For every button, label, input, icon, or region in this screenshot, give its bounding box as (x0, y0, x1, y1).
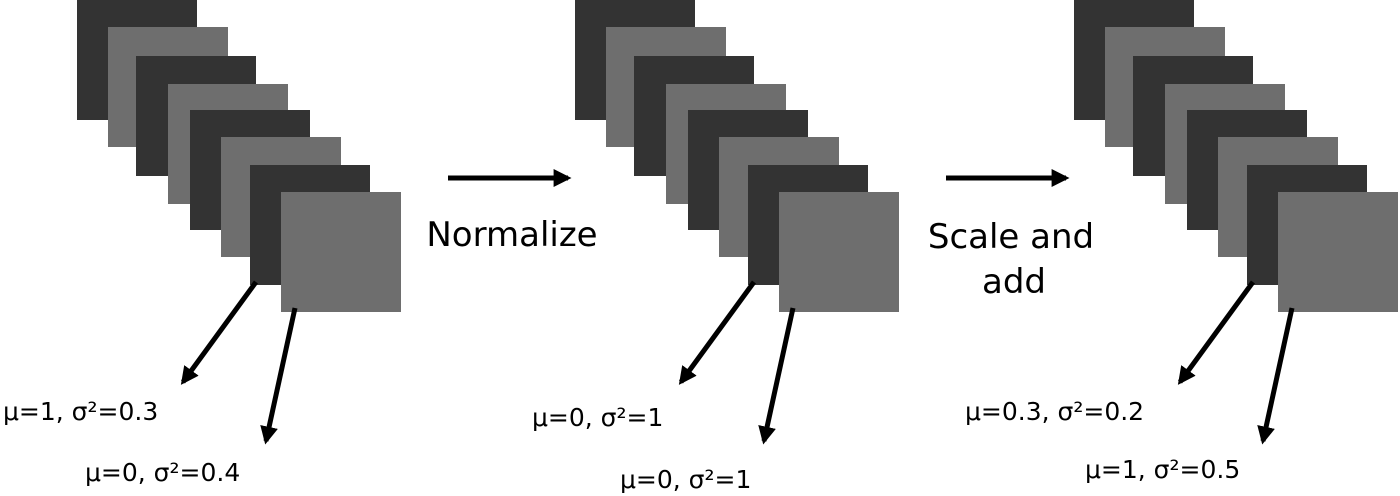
channel-stats-label: μ=0, σ²=1 (620, 465, 751, 494)
square-stack (575, 0, 899, 312)
stat-arrow (1177, 280, 1256, 385)
channel-stack-normalized: μ=0, σ²=1 μ=0, σ²=1 (532, 0, 899, 494)
step-label: Scale and (928, 217, 1094, 257)
step-label: add (982, 262, 1046, 302)
stat-arrow (758, 307, 796, 445)
channel-square (281, 192, 401, 312)
stat-arrow (180, 280, 259, 385)
channel-stack-input: μ=1, σ²=0.3 μ=0, σ²=0.4 (3, 0, 401, 487)
stat-arrow (260, 307, 298, 445)
channel-stats-label: μ=0, σ²=0.4 (85, 458, 240, 487)
step-label: Normalize (426, 215, 597, 255)
stat-arrow (1257, 307, 1295, 445)
square-stack (77, 0, 401, 312)
channel-stats-label: μ=1, σ²=0.3 (3, 397, 158, 426)
step-scale-and-add: Scale and add (928, 169, 1094, 302)
square-stack (1074, 0, 1398, 312)
stat-arrow (678, 280, 757, 385)
channel-stats-label: μ=1, σ²=0.5 (1085, 455, 1240, 484)
channel-stats-label: μ=0, σ²=1 (532, 403, 663, 432)
channel-stats-label: μ=0.3, σ²=0.2 (965, 397, 1144, 426)
channel-stack-scaled: μ=0.3, σ²=0.2 μ=1, σ²=0.5 (965, 0, 1398, 484)
channel-square (779, 192, 899, 312)
step-normalize: Normalize (426, 169, 598, 255)
channel-square (1278, 192, 1398, 312)
